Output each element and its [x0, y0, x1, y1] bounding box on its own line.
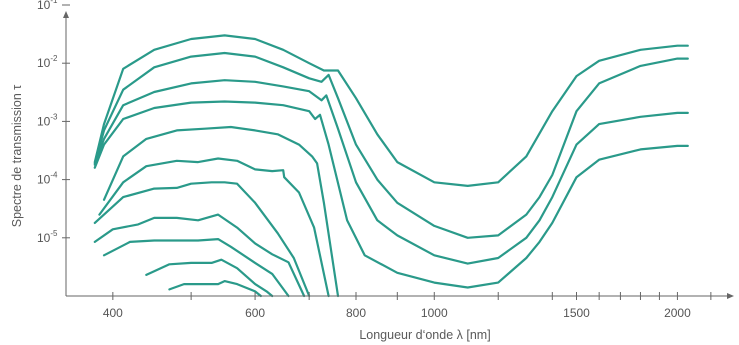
y-tick-label: 10-1 [37, 0, 58, 12]
series-line-9 [102, 238, 290, 298]
series-line-8 [93, 213, 306, 298]
y-axis-title: Spectre de transmission τ [10, 85, 24, 228]
series-layer [93, 34, 689, 298]
y-tick-label: 10-3 [37, 112, 58, 128]
x-tick-label: 1000 [421, 306, 448, 320]
series-line-6 [98, 157, 330, 298]
y-ticks: 10-1 10-2 10-3 10-4 10-5 [37, 0, 70, 245]
y-tick-label: 10-4 [37, 171, 58, 187]
series-line-1 [93, 34, 689, 187]
series-line-10 [145, 258, 274, 298]
x-tick-label: 1500 [563, 306, 590, 320]
axis-layer [63, 11, 734, 299]
y-tick-label: 10-2 [37, 54, 58, 70]
x-ticks: 400 600 800 1000 1500 2000 [103, 292, 712, 320]
series-line-5 [102, 125, 340, 298]
x-tick-label: 2000 [664, 306, 691, 320]
series-line-11 [168, 280, 262, 298]
series-line-4 [93, 100, 689, 289]
x-tick-label: 800 [346, 306, 366, 320]
series-line-7 [93, 181, 311, 298]
x-tick-label: 400 [103, 306, 123, 320]
y-tick-label: 10-5 [37, 229, 58, 245]
x-axis-title: Longueur d‘onde λ [nm] [359, 328, 490, 342]
series-line-2 [93, 51, 689, 239]
series-line-3 [93, 79, 689, 265]
x-tick-label: 600 [245, 306, 265, 320]
x-axis-arrow-icon [727, 293, 734, 299]
y-axis-arrow-icon [63, 11, 69, 18]
